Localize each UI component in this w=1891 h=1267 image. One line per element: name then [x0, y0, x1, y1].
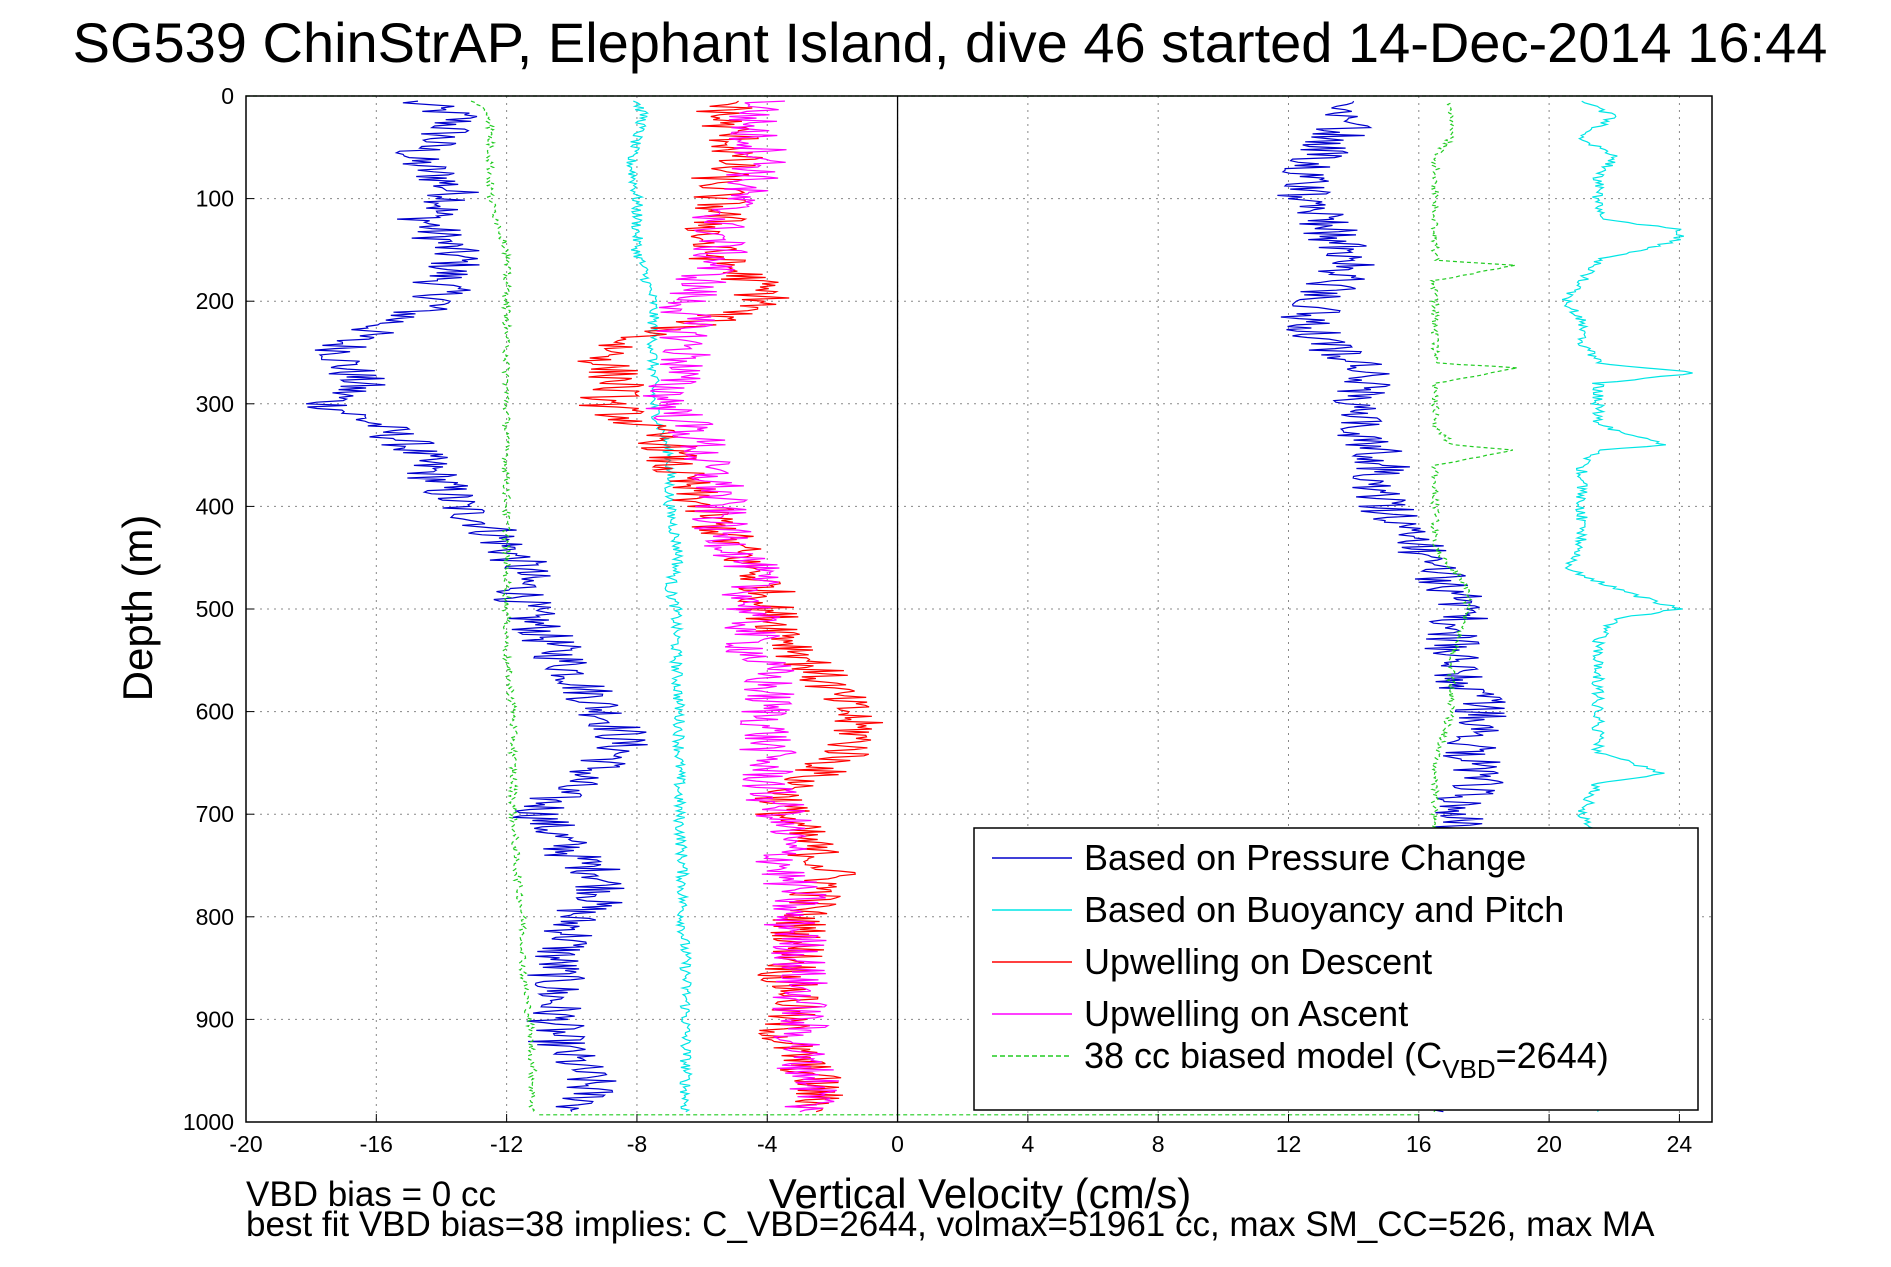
series-line-descent: [470, 100, 538, 1113]
x-tick-label: 0: [891, 1131, 904, 1157]
series-4: [642, 100, 840, 1113]
x-tick-label: -8: [627, 1131, 647, 1157]
series-line-descent: [626, 100, 693, 1113]
y-tick-label: 500: [196, 596, 234, 622]
legend-label: Upwelling on Ascent: [1084, 993, 1408, 1034]
x-tick-label: -12: [490, 1131, 523, 1157]
chart-title: SG539 ChinStrAP, Elephant Island, dive 4…: [73, 11, 1828, 74]
footnote-line1: VBD bias = 0 cc: [246, 1175, 496, 1214]
legend-label: Based on Pressure Change: [1084, 837, 1526, 878]
y-tick-label: 200: [196, 288, 234, 314]
x-tick-label: 20: [1536, 1131, 1562, 1157]
x-axis-label: Vertical Velocity (cm/s): [769, 1170, 1191, 1217]
y-tick-label: 600: [196, 699, 234, 725]
series-line-descent: [306, 100, 648, 1112]
x-tick-label: 12: [1276, 1131, 1302, 1157]
y-tick-label: 300: [196, 391, 234, 417]
y-tick-label: 0: [221, 83, 234, 109]
y-axis-label: Depth (m): [114, 515, 161, 702]
x-tick-label: -16: [360, 1131, 393, 1157]
series-line: [642, 100, 840, 1113]
legend-label: Upwelling on Descent: [1084, 941, 1432, 982]
x-tick-label: 4: [1021, 1131, 1034, 1157]
legend-box: [973, 827, 1699, 1111]
x-tick-label: 8: [1152, 1131, 1165, 1157]
legend-label: 38 cc biased model (CVBD=2644): [1084, 1035, 1609, 1084]
ticks-layer: -20 -16 -12 -8 -4 0 4 8 12 16 20 24 0 100 200 300 400 500…: [183, 83, 1693, 1157]
y-tick-label: 800: [196, 904, 234, 930]
y-tick-label: 900: [196, 1006, 234, 1032]
x-tick-label: -4: [757, 1131, 778, 1157]
y-tick-label: 400: [196, 493, 234, 519]
x-tick-label: 16: [1406, 1131, 1432, 1157]
y-tick-label: 700: [196, 801, 234, 827]
y-tick-label: 100: [196, 186, 234, 212]
footnote-line2: best fit VBD bias=38 implies: C_VBD=2644…: [246, 1205, 1655, 1244]
x-tick-label: 24: [1667, 1131, 1693, 1157]
legend: Based on Pressure Change Based on Buoyanc…: [973, 827, 1699, 1111]
legend-label: Based on Buoyancy and Pitch: [1084, 889, 1564, 930]
y-tick-label: 1000: [183, 1109, 234, 1135]
x-tick-label: -20: [229, 1131, 262, 1157]
